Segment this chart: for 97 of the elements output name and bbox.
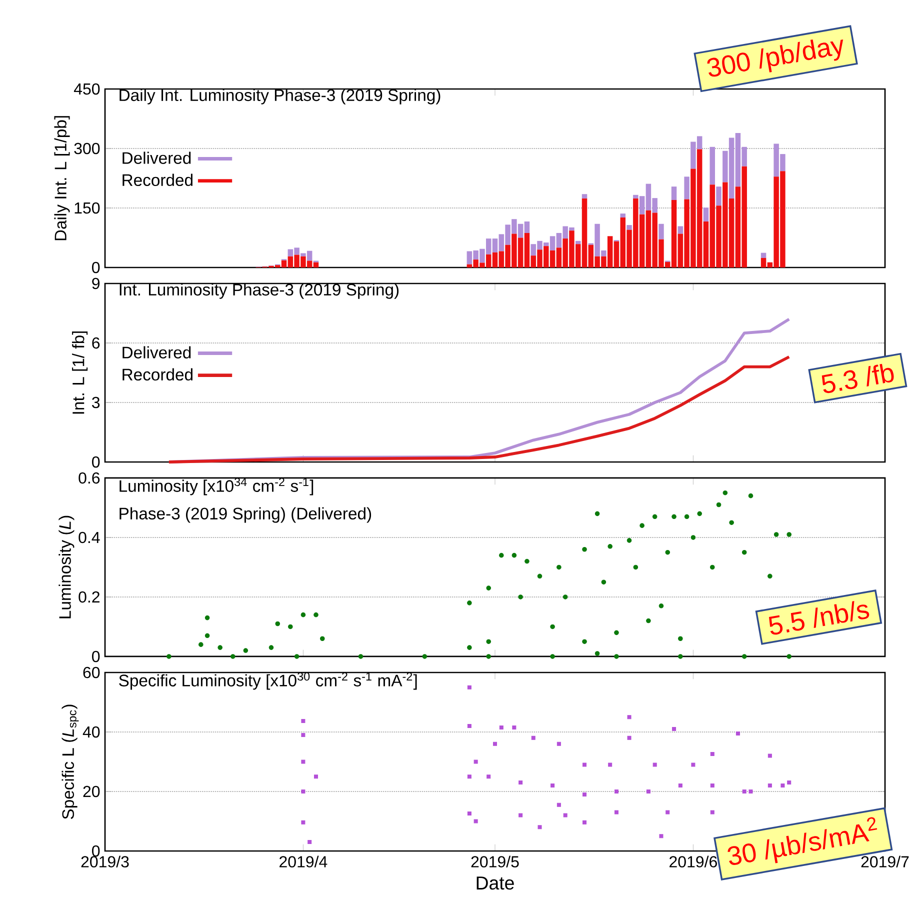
x-tick-label: 2019/4 [280, 856, 328, 868]
point [659, 834, 664, 838]
point [474, 819, 478, 824]
x-tick-label: 2019/5 [471, 856, 519, 868]
y-tick-label: 60 [83, 666, 100, 678]
point [308, 840, 312, 844]
legend-label: Recorded [122, 174, 192, 186]
y-tick-label: 300 [74, 142, 100, 154]
point [652, 762, 657, 767]
point [614, 810, 618, 814]
point [710, 784, 714, 788]
point [493, 742, 498, 746]
y-tick-label: 0.4 [78, 532, 100, 544]
bar [678, 226, 684, 234]
bar [760, 252, 766, 258]
point [518, 813, 523, 818]
y-axis-title: Specific L (L$_{spc}$) [62, 704, 79, 820]
x-axis-title: Date [476, 876, 514, 890]
point [556, 742, 561, 746]
x-tick-label: 2019/3 [81, 856, 129, 868]
y-tick-label: 20 [83, 786, 100, 798]
point [538, 825, 542, 830]
bar [716, 186, 722, 206]
point [582, 762, 587, 767]
y-axis-title: Daily Int. L [1/pb] [54, 116, 70, 240]
point [768, 784, 772, 788]
point [531, 736, 536, 740]
point [467, 685, 472, 690]
point [742, 789, 746, 794]
point [691, 762, 696, 767]
y-axis-title: Luminosity (L) [58, 516, 74, 618]
point [550, 784, 555, 788]
y-tick-label: 40 [82, 726, 100, 738]
point [627, 736, 632, 740]
point [582, 820, 587, 824]
point [556, 802, 561, 807]
point [512, 726, 516, 730]
chart-title: Int. Luminosity Phase-3 (2019 Spring) [120, 283, 399, 299]
x-tick-label: 2019/6 [670, 856, 717, 868]
y-tick-label: 9 [92, 278, 100, 290]
bar [620, 214, 626, 218]
y-tick-label: 0.2 [78, 591, 100, 603]
point [518, 780, 523, 785]
point [467, 811, 472, 816]
point [474, 760, 478, 764]
y-axis-title: Int. L [1/ fb] [72, 331, 88, 414]
bar [626, 225, 632, 230]
legend-label: Delivered [122, 152, 191, 164]
y-tick-label: 0 [92, 456, 100, 468]
bar [671, 186, 677, 200]
point [486, 774, 491, 779]
point [768, 754, 772, 758]
y-tick-label: 0.6 [78, 472, 100, 484]
legend-label: Delivered [122, 346, 191, 358]
bar [703, 208, 709, 222]
point [787, 780, 792, 785]
y-tick-label: 0 [92, 650, 100, 662]
point [614, 789, 618, 794]
point [582, 792, 587, 796]
y-tick-label: 3 [92, 396, 100, 408]
point [748, 789, 753, 794]
point [563, 813, 568, 818]
y-tick-label: 450 [74, 83, 100, 95]
legend-label: Recorded [122, 368, 192, 381]
point [666, 810, 670, 814]
text: Phase-3 (2019 Spring) (Delivered) [120, 507, 372, 523]
point [301, 732, 306, 737]
point [301, 820, 306, 824]
annotation: 5.5 /nb/s [768, 601, 870, 635]
text: 300 /pb/day [707, 39, 844, 77]
point [314, 774, 318, 779]
point [710, 810, 714, 814]
point [301, 718, 306, 723]
annotation: 5.3 /fb [822, 364, 894, 394]
y-tick-label: 6 [92, 337, 100, 349]
point [736, 731, 740, 736]
y-tick-label: 150 [74, 202, 100, 214]
point [467, 724, 472, 728]
point [608, 762, 612, 767]
point [301, 760, 306, 764]
bar [710, 146, 716, 185]
point [627, 715, 632, 720]
point [672, 727, 676, 732]
point [710, 752, 714, 756]
point [467, 774, 472, 779]
point [780, 784, 785, 788]
point [499, 726, 504, 730]
y-tick-label: 0 [92, 845, 100, 857]
chart-title: Daily Int. Luminosity Phase-3 (2019 Spring) [120, 88, 440, 104]
point [646, 789, 650, 794]
bar [684, 176, 690, 200]
point [301, 789, 306, 794]
y-tick-label: 0 [92, 262, 100, 274]
bar [582, 194, 588, 198]
bar [658, 224, 664, 240]
bar [576, 240, 581, 244]
point [678, 784, 682, 788]
